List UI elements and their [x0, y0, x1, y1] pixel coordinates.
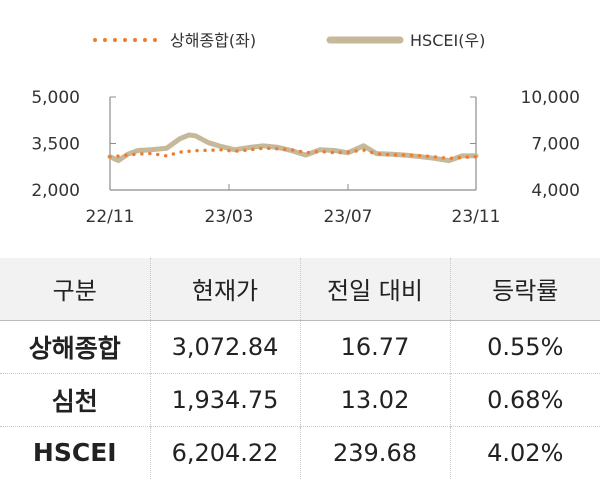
table-row: 심천 1,934.75 13.02 0.68% — [0, 373, 600, 426]
row-name: 심천 — [51, 386, 98, 416]
chart-legend: 상해종합(좌) HSCEI(우) — [93, 31, 485, 50]
row-change-rate: 0.55% — [449, 320, 600, 373]
row-change: 239.68 — [299, 426, 450, 479]
y-right-tick-label: 10,000 — [521, 88, 580, 108]
index-quote-table: 구분 현재가 전일 대비 등락률 상해종합 3,072.84 16.77 0.5… — [0, 258, 600, 479]
row-change-rate: 0.68% — [449, 373, 600, 426]
header-category: 구분 — [52, 277, 97, 306]
header-change: 전일 대비 — [299, 258, 450, 320]
y-left-tick-label: 5,000 — [31, 88, 80, 108]
x-tick-label: 23/11 — [452, 207, 501, 227]
row-name: 상해종합 — [28, 333, 121, 363]
x-tick-label: 23/07 — [324, 207, 373, 227]
chart-axes: 5,000 3,500 2,000 10,000 7,000 4,000 22/11 23/0… — [31, 88, 580, 227]
header-change-rate: 등락률 — [449, 258, 600, 320]
y-left-tick-label: 2,000 — [31, 181, 80, 201]
row-change-rate: 4.02% — [449, 426, 600, 479]
y-right-tick-label: 7,000 — [531, 135, 580, 155]
table-row: 상해종합 3,072.84 16.77 0.55% — [0, 320, 600, 373]
row-change: 16.77 — [299, 320, 450, 373]
series-line-shanghai — [108, 146, 478, 161]
legend-label-shanghai: 상해종합(좌) — [170, 31, 256, 50]
header-current-price: 현재가 — [149, 258, 300, 320]
row-current-price: 1,934.75 — [149, 373, 300, 426]
y-right-tick-label: 4,000 — [531, 181, 580, 201]
table-header-row: 구분 현재가 전일 대비 등락률 — [0, 258, 600, 320]
x-tick-label: 22/11 — [86, 207, 135, 227]
legend-label-hscei: HSCEI(우) — [410, 31, 485, 50]
index-line-chart: 상해종합(좌) HSCEI(우) 5,000 3,500 2,000 10,000 7,… — [31, 31, 580, 227]
x-tick-label: 23/03 — [205, 207, 254, 227]
table-row: HSCEI 6,204.22 239.68 4.02% — [0, 426, 600, 479]
y-left-tick-label: 3,500 — [31, 135, 80, 155]
chart-series — [107, 132, 479, 164]
row-change: 13.02 — [299, 373, 450, 426]
row-current-price: 6,204.22 — [149, 426, 300, 479]
row-current-price: 3,072.84 — [149, 320, 300, 373]
row-name: HSCEI — [32, 438, 117, 468]
